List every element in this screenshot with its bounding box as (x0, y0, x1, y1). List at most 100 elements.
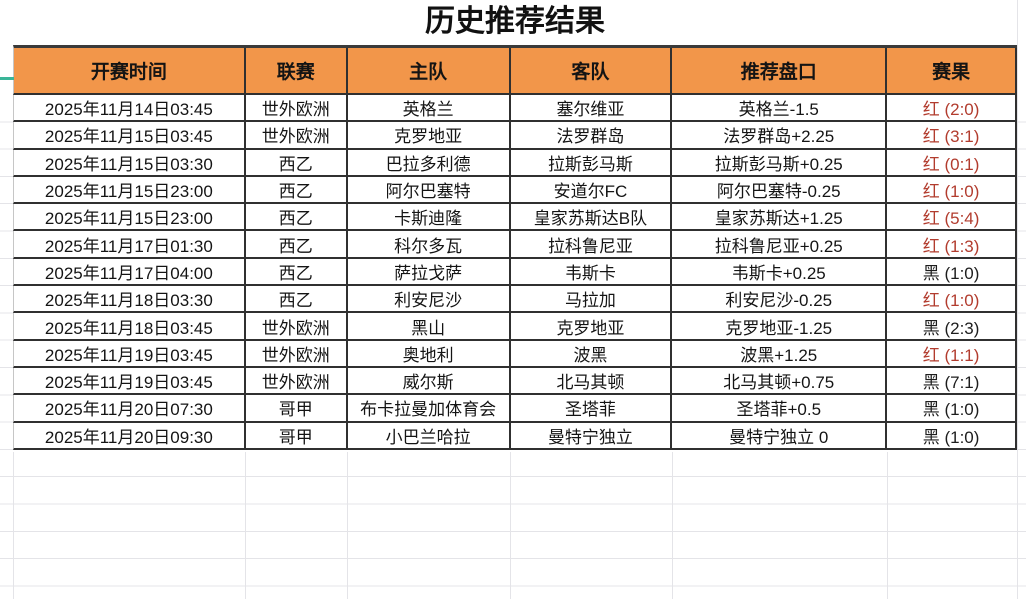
cell-league[interactable]: 西乙 (246, 258, 348, 285)
cell-handicap[interactable]: 阿尔巴塞特-0.25 (672, 176, 888, 203)
cell-league[interactable]: 世外欧洲 (246, 313, 348, 339)
table-row: 2025年11月19日03:45 世外欧洲 奥地利 波黑 波黑+1.25 红 (… (13, 340, 1018, 368)
cell-start-time[interactable]: 2025年11月20日09:30 (14, 422, 246, 448)
cell-start-time[interactable]: 2025年11月15日23:00 (14, 176, 246, 203)
cell-home-team[interactable]: 科尔多瓦 (348, 231, 511, 257)
cell-home-team[interactable]: 威尔斯 (348, 367, 511, 394)
cell-start-time[interactable]: 2025年11月20日07:30 (14, 395, 246, 421)
cell-league[interactable]: 世外欧洲 (246, 340, 348, 366)
col-header-league[interactable]: 联赛 (246, 48, 348, 93)
col-header-result[interactable]: 赛果 (887, 48, 1018, 93)
col-header-away-team[interactable]: 客队 (511, 48, 673, 93)
cell-start-time[interactable]: 2025年11月15日03:45 (14, 122, 246, 148)
cell-home-team[interactable]: 卡斯迪隆 (348, 204, 511, 230)
table-row: 2025年11月17日01:30 西乙 科尔多瓦 拉科鲁尼亚 拉科鲁尼亚+0.2… (13, 231, 1018, 259)
cell-away-team[interactable]: 安道尔FC (511, 176, 673, 203)
cell-handicap[interactable]: 拉科鲁尼亚+0.25 (672, 231, 888, 257)
cell-away-team[interactable]: 塞尔维亚 (511, 95, 673, 121)
cell-home-team[interactable]: 小巴兰哈拉 (348, 422, 511, 448)
cell-handicap[interactable]: 韦斯卡+0.25 (672, 258, 888, 285)
cell-handicap[interactable]: 皇家苏斯达+1.25 (672, 204, 888, 230)
cell-handicap[interactable]: 北马其顿+0.75 (672, 367, 888, 394)
cell-result[interactable]: 黑 (1:0) (887, 258, 1018, 285)
table-row: 2025年11月18日03:30 西乙 利安尼沙 马拉加 利安尼沙-0.25 红… (13, 286, 1018, 314)
cell-result[interactable]: 红 (1:0) (887, 176, 1018, 203)
cell-league[interactable]: 西乙 (246, 204, 348, 230)
cell-start-time[interactable]: 2025年11月14日03:45 (14, 95, 246, 121)
table-row: 2025年11月20日07:30 哥甲 布卡拉曼加体育会 圣塔菲 圣塔菲+0.5… (13, 395, 1018, 423)
cell-away-team[interactable]: 皇家苏斯达B队 (511, 204, 673, 230)
results-table: 历史推荐结果 开赛时间 联赛 主队 客队 推荐盘口 赛果 2025年11月14日… (13, 0, 1018, 452)
col-header-handicap[interactable]: 推荐盘口 (672, 48, 888, 93)
cell-start-time[interactable]: 2025年11月19日03:45 (14, 340, 246, 366)
cell-result[interactable]: 红 (5:4) (887, 204, 1018, 230)
col-header-home-team[interactable]: 主队 (348, 48, 511, 93)
table-row: 2025年11月15日23:00 西乙 卡斯迪隆 皇家苏斯达B队 皇家苏斯达+1… (13, 204, 1018, 232)
cell-league[interactable]: 西乙 (246, 149, 348, 175)
sheet-column-gridline (1017, 0, 1018, 599)
table-header-row: 开赛时间 联赛 主队 客队 推荐盘口 赛果 (13, 45, 1018, 95)
cell-start-time[interactable]: 2025年11月17日01:30 (14, 231, 246, 257)
cell-league[interactable]: 哥甲 (246, 395, 348, 421)
cell-handicap[interactable]: 拉斯彭马斯+0.25 (672, 149, 888, 175)
cell-league[interactable]: 世外欧洲 (246, 367, 348, 394)
cell-away-team[interactable]: 马拉加 (511, 286, 673, 312)
cell-away-team[interactable]: 曼特宁独立 (511, 422, 673, 448)
cell-home-team[interactable]: 萨拉戈萨 (348, 258, 511, 285)
cell-result[interactable]: 红 (2:0) (887, 95, 1018, 121)
cell-result[interactable]: 黑 (7:1) (887, 367, 1018, 394)
cell-result[interactable]: 黑 (2:3) (887, 313, 1018, 339)
cell-league[interactable]: 西乙 (246, 231, 348, 257)
cell-league[interactable]: 世外欧洲 (246, 122, 348, 148)
cell-league[interactable]: 西乙 (246, 176, 348, 203)
cell-away-team[interactable]: 拉科鲁尼亚 (511, 231, 673, 257)
table-body: 2025年11月14日03:45 世外欧洲 英格兰 塞尔维亚 英格兰-1.5 红… (13, 95, 1018, 450)
cell-result[interactable]: 黑 (1:0) (887, 395, 1018, 421)
cell-handicap[interactable]: 圣塔菲+0.5 (672, 395, 888, 421)
cell-handicap[interactable]: 英格兰-1.5 (672, 95, 888, 121)
cell-home-team[interactable]: 阿尔巴塞特 (348, 176, 511, 203)
cell-home-team[interactable]: 利安尼沙 (348, 286, 511, 312)
cell-away-team[interactable]: 法罗群岛 (511, 122, 673, 148)
cell-result[interactable]: 红 (3:1) (887, 122, 1018, 148)
cell-league[interactable]: 哥甲 (246, 422, 348, 448)
cell-result[interactable]: 红 (0:1) (887, 149, 1018, 175)
cell-home-team[interactable]: 布卡拉曼加体育会 (348, 395, 511, 421)
cell-away-team[interactable]: 圣塔菲 (511, 395, 673, 421)
cell-handicap[interactable]: 曼特宁独立 0 (672, 422, 888, 448)
cell-handicap[interactable]: 克罗地亚-1.25 (672, 313, 888, 339)
cell-handicap[interactable]: 波黑+1.25 (672, 340, 888, 366)
page-title: 历史推荐结果 (425, 5, 605, 38)
cell-start-time[interactable]: 2025年11月18日03:45 (14, 313, 246, 339)
col-header-start-time[interactable]: 开赛时间 (14, 48, 246, 93)
table-row: 2025年11月19日03:45 世外欧洲 威尔斯 北马其顿 北马其顿+0.75… (13, 367, 1018, 396)
cell-result[interactable]: 红 (1:3) (887, 231, 1018, 257)
cell-result[interactable]: 红 (1:1) (887, 340, 1018, 366)
cell-result[interactable]: 黑 (1:0) (887, 422, 1018, 448)
cell-start-time[interactable]: 2025年11月19日03:45 (14, 367, 246, 394)
cell-away-team[interactable]: 拉斯彭马斯 (511, 149, 673, 175)
cell-away-team[interactable]: 波黑 (511, 340, 673, 366)
cell-away-team[interactable]: 北马其顿 (511, 367, 673, 394)
cell-home-team[interactable]: 黑山 (348, 313, 511, 339)
cell-start-time[interactable]: 2025年11月15日03:30 (14, 149, 246, 175)
cell-handicap[interactable]: 利安尼沙-0.25 (672, 286, 888, 312)
cell-away-team[interactable]: 韦斯卡 (511, 258, 673, 285)
cell-result[interactable]: 红 (1:0) (887, 286, 1018, 312)
cell-home-team[interactable]: 奥地利 (348, 340, 511, 366)
row-indicator (0, 77, 14, 80)
cell-league[interactable]: 世外欧洲 (246, 95, 348, 121)
table-row: 2025年11月18日03:45 世外欧洲 黑山 克罗地亚 克罗地亚-1.25 … (13, 313, 1018, 341)
cell-league[interactable]: 西乙 (246, 286, 348, 312)
table-row: 2025年11月14日03:45 世外欧洲 英格兰 塞尔维亚 英格兰-1.5 红… (13, 95, 1018, 123)
cell-start-time[interactable]: 2025年11月17日04:00 (14, 258, 246, 285)
cell-handicap[interactable]: 法罗群岛+2.25 (672, 122, 888, 148)
table-row: 2025年11月15日23:00 西乙 阿尔巴塞特 安道尔FC 阿尔巴塞特-0.… (13, 176, 1018, 205)
cell-home-team[interactable]: 英格兰 (348, 95, 511, 121)
cell-start-time[interactable]: 2025年11月18日03:30 (14, 286, 246, 312)
cell-start-time[interactable]: 2025年11月15日23:00 (14, 204, 246, 230)
cell-home-team[interactable]: 克罗地亚 (348, 122, 511, 148)
cell-away-team[interactable]: 克罗地亚 (511, 313, 673, 339)
cell-home-team[interactable]: 巴拉多利德 (348, 149, 511, 175)
